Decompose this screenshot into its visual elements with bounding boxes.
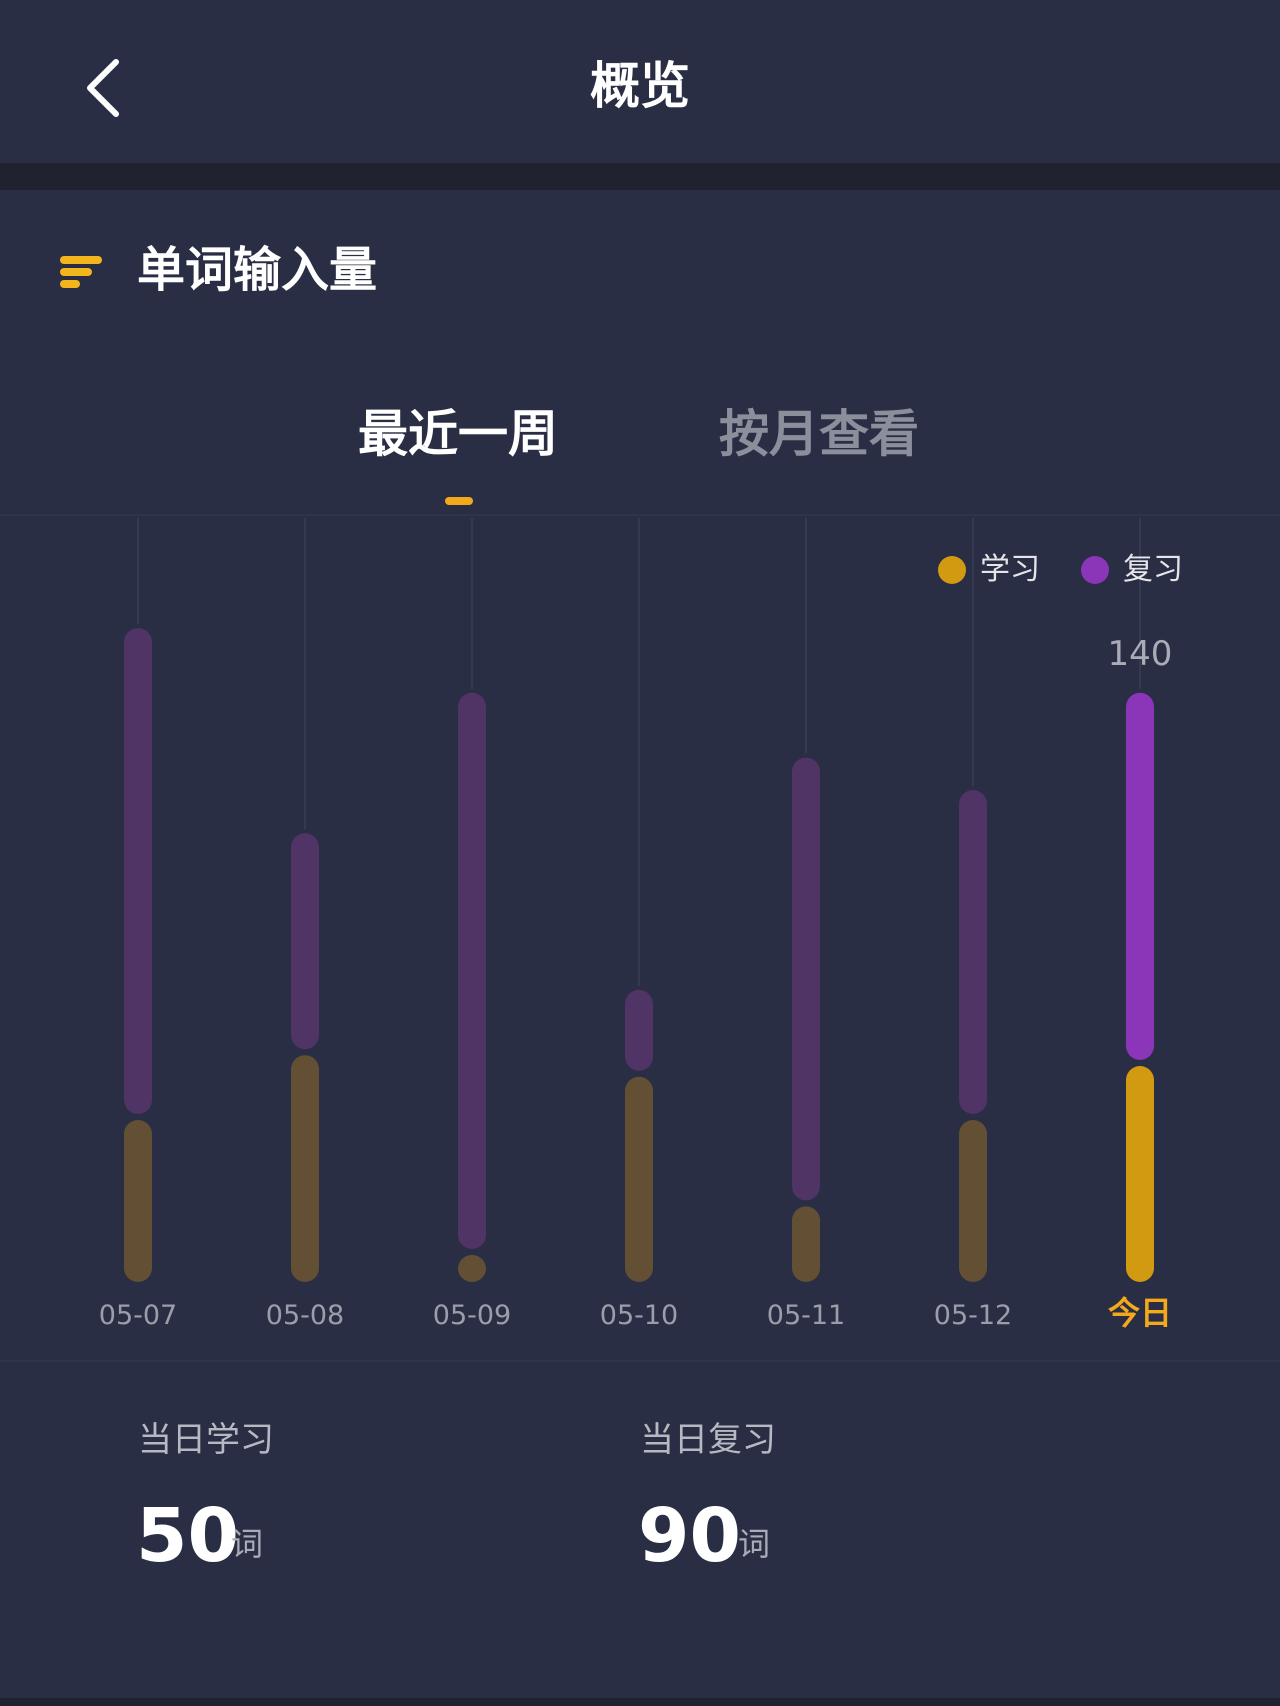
x-tick-label-1: 05-08 [266, 1300, 344, 1331]
tab-by-month[interactable]: 按月查看 [719, 405, 919, 463]
legend-label-learn: 学习 [980, 552, 1040, 587]
chart-bottom-rule [0, 1360, 1280, 1362]
x-tick-label-3: 05-10 [600, 1300, 678, 1331]
stat-learn-unit: 词 [231, 1525, 264, 1563]
bar-learn-6 [1126, 1066, 1154, 1282]
bar-learn-3 [625, 1076, 653, 1282]
stat-review-unit: 词 [738, 1525, 771, 1563]
bottom-band [0, 1698, 1280, 1706]
stat-learn-value: 50 [136, 1493, 239, 1579]
x-tick-label-5: 05-12 [934, 1300, 1012, 1331]
bar-review-6 [1126, 692, 1154, 1060]
x-tick-label-4: 05-11 [767, 1300, 845, 1331]
bar-review-4 [792, 757, 820, 1201]
bar-learn-0 [124, 1120, 152, 1282]
bar-learn-4 [792, 1206, 820, 1282]
bar-learn-5 [959, 1120, 987, 1282]
bar-review-3 [625, 989, 653, 1071]
legend-label-review: 复习 [1123, 552, 1183, 587]
chevron-left-icon [87, 59, 119, 117]
section-title: 单词输入量 [137, 242, 378, 298]
back-button[interactable] [78, 52, 140, 124]
x-tick-label-6: 今日 [1108, 1294, 1172, 1332]
bar-review-1 [291, 833, 319, 1050]
header-divider [0, 163, 1280, 190]
bar-learn-1 [291, 1055, 319, 1282]
x-tick-label-2: 05-09 [433, 1300, 511, 1331]
tab-recent-week[interactable]: 最近一周 [358, 405, 558, 463]
bar-review-2 [458, 692, 486, 1249]
sort-lines-icon [60, 256, 102, 288]
chart-top-rule [0, 514, 1280, 516]
bar-review-0 [124, 628, 152, 1114]
active-tab-indicator [445, 497, 473, 505]
stat-learn-label: 当日学习 [138, 1420, 274, 1460]
bar-review-5 [959, 790, 987, 1114]
stat-review-label: 当日复习 [640, 1420, 776, 1460]
legend-dot-review [1081, 556, 1109, 584]
stat-review-value: 90 [638, 1493, 741, 1579]
bar-learn-2 [458, 1255, 486, 1282]
page-title: 概览 [590, 57, 690, 115]
app-header: 概览 [0, 0, 1280, 163]
x-tick-label-0: 05-07 [99, 1300, 177, 1331]
legend-dot-learn [938, 556, 966, 584]
word-input-chart: 05-07 05-08 05-09 05-10 05-11 05-12 今日 140 [99, 518, 1173, 1332]
value-label: 140 [1108, 634, 1173, 674]
